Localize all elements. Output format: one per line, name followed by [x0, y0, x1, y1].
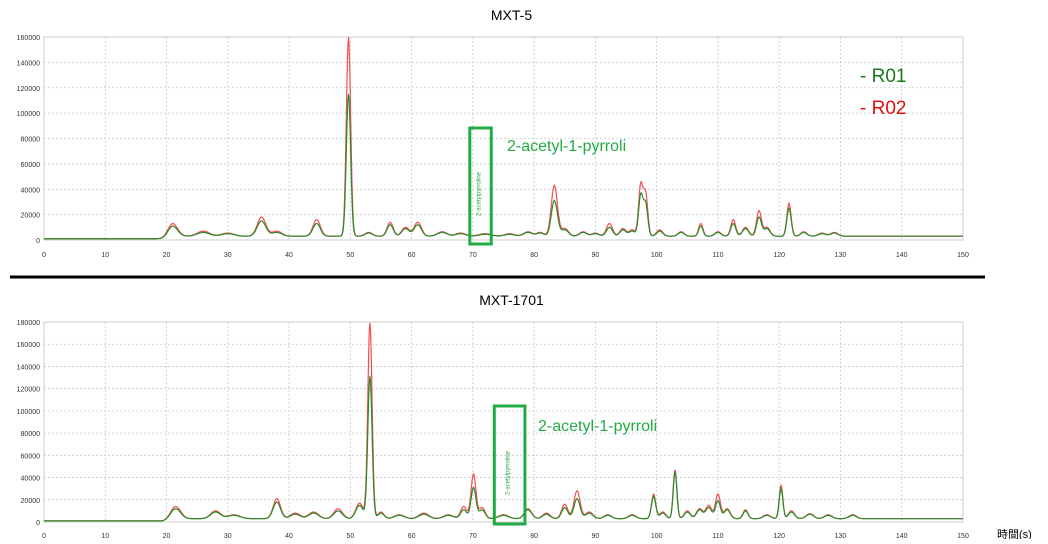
y-tick-label: 0 [36, 238, 40, 245]
legend-r01: - R01 [860, 66, 906, 87]
x-axis-unit-label: 時間(s) [997, 528, 1032, 539]
x-tick-label: 60 [408, 533, 416, 539]
x-tick-label: 140 [896, 252, 908, 259]
y-tick-label: 120000 [17, 387, 40, 394]
y-tick-label: 80000 [21, 431, 41, 438]
series-line-r02 [44, 36, 963, 240]
x-tick-label: 130 [835, 533, 847, 539]
peak-marker-label: 2-acetylpyrroline [506, 450, 512, 495]
x-tick-label: 80 [530, 533, 538, 539]
x-tick-label: 140 [896, 533, 908, 539]
peak-marker-label: 2-acetylpyrroline [477, 171, 483, 216]
x-tick-label: 20 [163, 252, 171, 259]
x-tick-label: 90 [592, 533, 600, 539]
x-tick-label: 50 [346, 252, 354, 259]
y-tick-label: 100000 [17, 409, 40, 416]
y-tick-label: 40000 [21, 476, 41, 483]
annotation-label: 2-acetyl-1-pyrroli [538, 418, 657, 435]
y-tick-label: 140000 [17, 364, 40, 371]
y-tick-label: 160000 [17, 342, 40, 349]
x-tick-label: 80 [530, 252, 538, 259]
series-line-r01 [44, 376, 963, 522]
y-tick-label: 100000 [17, 111, 40, 118]
x-tick-label: 70 [469, 252, 477, 259]
series-line-r02 [44, 322, 963, 522]
y-tick-label: 60000 [21, 453, 41, 460]
y-tick-label: 80000 [21, 137, 41, 144]
x-tick-label: 100 [651, 252, 663, 259]
x-tick-label: 100 [651, 533, 663, 539]
chart-title: MXT-5 [491, 7, 532, 23]
y-tick-label: 20000 [21, 498, 41, 505]
x-tick-label: 50 [346, 533, 354, 539]
annotation-highlight-box [468, 126, 493, 246]
x-tick-label: 40 [285, 533, 293, 539]
x-tick-label: 110 [712, 533, 723, 539]
legend-r02: - R02 [860, 98, 906, 119]
x-tick-label: 130 [835, 252, 847, 259]
x-tick-label: 10 [101, 533, 109, 539]
panel-mxt-5: MXT-5 0 20000 40000 60000 80000 100000 120000 14… [17, 7, 969, 259]
panel-mxt-1701: MXT-1701 0 20000 40000 60000 80000 100000 12000… [17, 292, 969, 540]
y-tick-label: 140000 [17, 60, 40, 67]
y-tick-label: 60000 [21, 162, 41, 169]
series-line-r01 [44, 94, 963, 240]
y-tick-label: 160000 [17, 35, 40, 42]
plot-area [43, 321, 964, 523]
x-tick-label: 10 [101, 252, 109, 259]
x-tick-label: 0 [42, 252, 46, 259]
y-tick-label: 40000 [21, 187, 41, 194]
x-tick-label: 110 [712, 252, 723, 259]
y-tick-label: 0 [36, 520, 40, 527]
x-tick-label: 20 [163, 533, 171, 539]
x-tick-label: 70 [469, 533, 477, 539]
x-tick-label: 150 [957, 533, 969, 539]
x-tick-label: 60 [408, 252, 416, 259]
x-tick-label: 120 [773, 252, 785, 259]
x-tick-label: 0 [42, 533, 46, 539]
chart-title: MXT-1701 [479, 292, 544, 308]
x-tick-label: 90 [592, 252, 600, 259]
x-tick-label: 40 [285, 252, 293, 259]
y-tick-label: 120000 [17, 86, 40, 93]
x-tick-label: 120 [773, 533, 785, 539]
x-tick-label: 30 [224, 533, 232, 539]
y-tick-label: 20000 [21, 213, 41, 220]
x-tick-label: 150 [957, 252, 969, 259]
annotation-label: 2-acetyl-1-pyrroli [507, 138, 626, 155]
y-tick-label: 180000 [17, 320, 40, 327]
annotation-highlight-box [492, 404, 527, 526]
x-tick-label: 30 [224, 252, 232, 259]
